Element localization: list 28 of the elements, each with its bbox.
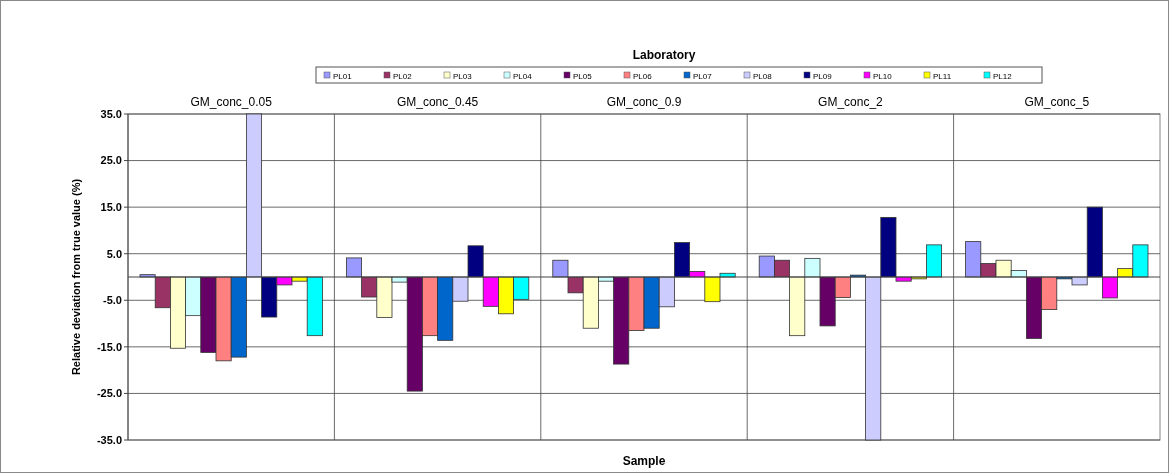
legend-label: PL06 — [633, 72, 653, 81]
legend-label: PL09 — [813, 72, 833, 81]
chart-title: Laboratory — [632, 48, 696, 62]
y-tick-label: 5.0 — [106, 247, 122, 260]
y-tick-label: -25.0 — [96, 387, 122, 400]
x-tick-label: GM_conc_0.45 — [396, 95, 479, 109]
legend-label: PL05 — [573, 72, 593, 81]
legend-label: PL08 — [753, 72, 773, 81]
x-tick-label: GM_conc_5 — [1024, 95, 1090, 109]
legend-label: PL01 — [333, 72, 353, 81]
y-tick-label: -35.0 — [96, 433, 122, 446]
y-tick-label: 35.0 — [100, 107, 122, 120]
legend-label: PL02 — [393, 72, 413, 81]
x-tick-label: GM_conc_0.9 — [606, 95, 682, 109]
legend-label: PL12 — [993, 72, 1013, 81]
y-tick-label: -5.0 — [103, 294, 122, 307]
y-tick-label: -15.0 — [96, 340, 122, 353]
legend-label: PL04 — [513, 72, 533, 81]
x-tick-label: GM_conc_2 — [818, 95, 884, 109]
legend-label: PL03 — [453, 72, 473, 81]
x-tick-label: GM_conc_0.05 — [190, 95, 273, 109]
legend-label: PL11 — [933, 72, 952, 81]
x-axis-title: Sample — [622, 454, 666, 468]
y-tick-label: 25.0 — [100, 154, 122, 167]
y-tick-label: 15.0 — [100, 200, 122, 213]
legend-label: PL07 — [693, 72, 713, 81]
y-axis-title: Relative deviation from true value (%) — [70, 178, 82, 376]
legend-label: PL10 — [873, 72, 893, 81]
